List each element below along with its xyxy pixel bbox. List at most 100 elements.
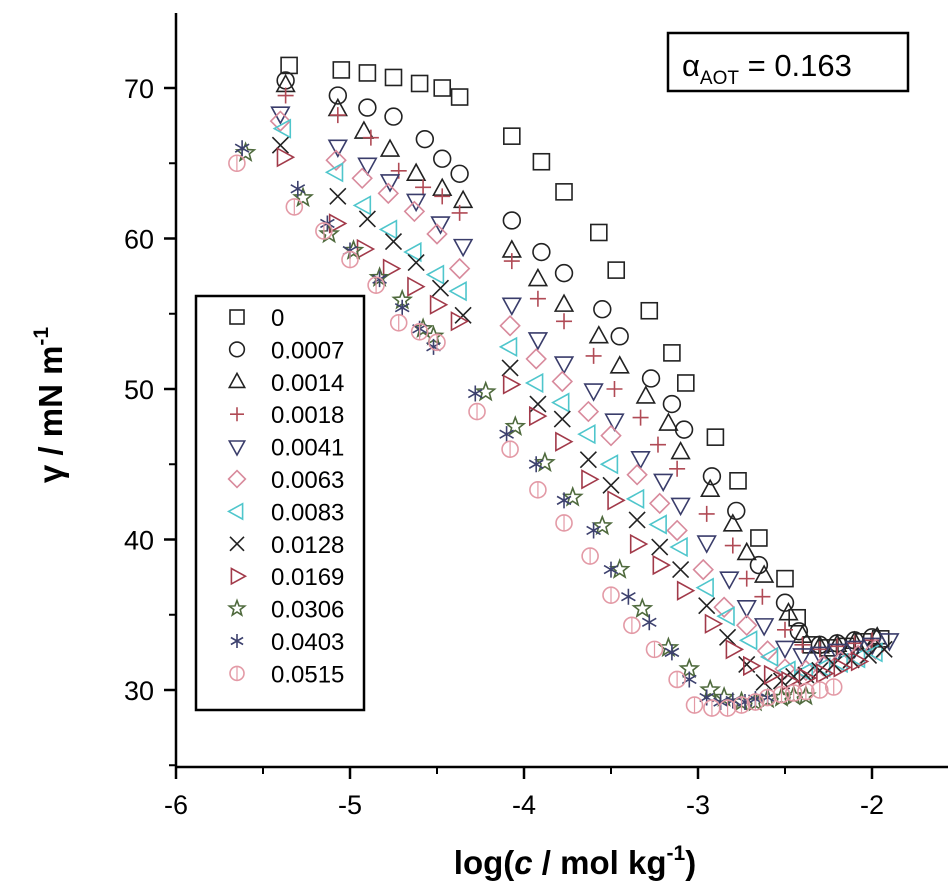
legend-label: 0.0063 [271,467,344,494]
data-point [758,688,777,707]
data-point [525,348,547,370]
data-point [606,381,623,397]
data-point [328,86,348,105]
data-point [474,380,497,402]
data-point [724,537,741,554]
data-point [725,639,745,660]
data-point [428,333,446,352]
legend-label: 0.0041 [271,435,344,462]
data-point [452,189,474,209]
data-point [553,293,575,312]
legend-label: 0.0403 [271,629,344,656]
data-point [776,569,794,588]
data-point [358,98,377,117]
data-point [448,281,467,302]
data-point [774,640,796,660]
data-point [777,621,793,638]
data-point [662,394,682,414]
legend-marker [227,440,247,457]
data-point [341,250,359,269]
data-point [641,614,657,631]
data-point [426,223,448,245]
y-axis-title: γ / mN m-1 [30,327,69,484]
data-point [450,164,469,183]
data-point [625,488,645,510]
series-0.0306 [234,141,817,712]
data-point [234,140,250,157]
data-point [875,640,893,658]
data-point [850,651,870,672]
data-point [621,588,636,605]
y-tick-label: 60 [124,225,154,255]
data-point [384,68,403,87]
data-point [608,558,631,579]
data-point [750,529,768,547]
legend-label: 0 [271,305,284,332]
data-point [586,522,601,539]
data-point [292,186,314,208]
legend-item: 0.0169 [230,564,344,591]
series-0.0007 [276,71,882,655]
data-point [367,276,385,294]
legend-label: 0.0306 [271,597,344,624]
data-point [454,306,472,324]
data-point [593,300,612,319]
data-point [551,370,574,393]
data-point [415,179,432,196]
data-point [719,571,740,590]
data-point [698,597,716,615]
data-point [759,646,779,668]
data-point [604,413,625,432]
data-point [677,374,695,392]
legend-marker [230,634,244,648]
data-point [629,533,649,555]
data-point [325,149,347,171]
data-point [356,238,376,260]
data-point [729,472,747,490]
x-tick-label: -2 [860,790,884,820]
data-point [555,183,573,201]
y-tick-label: 70 [124,74,154,104]
data-point [583,383,604,402]
data-point [529,290,546,307]
data-point [502,374,522,395]
data-point [499,315,521,337]
data-point [754,588,771,605]
data-point [669,536,688,558]
data-point [603,561,619,578]
data-point [498,336,518,358]
data-point [352,195,372,216]
data-point [585,347,602,364]
legend-label: 0.0018 [271,402,344,429]
data-point [501,440,519,459]
data-point [551,392,570,413]
data-point [579,451,597,469]
data-point [696,535,717,554]
series-0.0169 [276,147,870,692]
data-point [501,297,522,316]
data-point [631,597,654,619]
data-point [738,630,758,651]
data-point [797,682,815,701]
data-point [632,409,649,426]
data-point [649,436,666,453]
data-point [749,555,769,575]
data-point [389,313,408,332]
data-point [794,636,811,653]
data-point [738,570,755,587]
data-point [379,138,401,157]
svg-text:αAOT = 0.163: αAOT = 0.163 [682,48,852,89]
data-point [433,79,452,97]
data-point [695,577,714,598]
data-point [699,678,722,700]
legend-marker [229,665,245,682]
data-point [431,279,450,297]
data-point [384,107,403,126]
data-point [879,633,900,652]
legend-marker [229,536,245,552]
legend-item: 0.0063 [227,467,344,494]
series-0.0128 [271,136,893,692]
data-point [407,254,425,272]
data-point [623,616,641,635]
data-point [555,431,574,452]
